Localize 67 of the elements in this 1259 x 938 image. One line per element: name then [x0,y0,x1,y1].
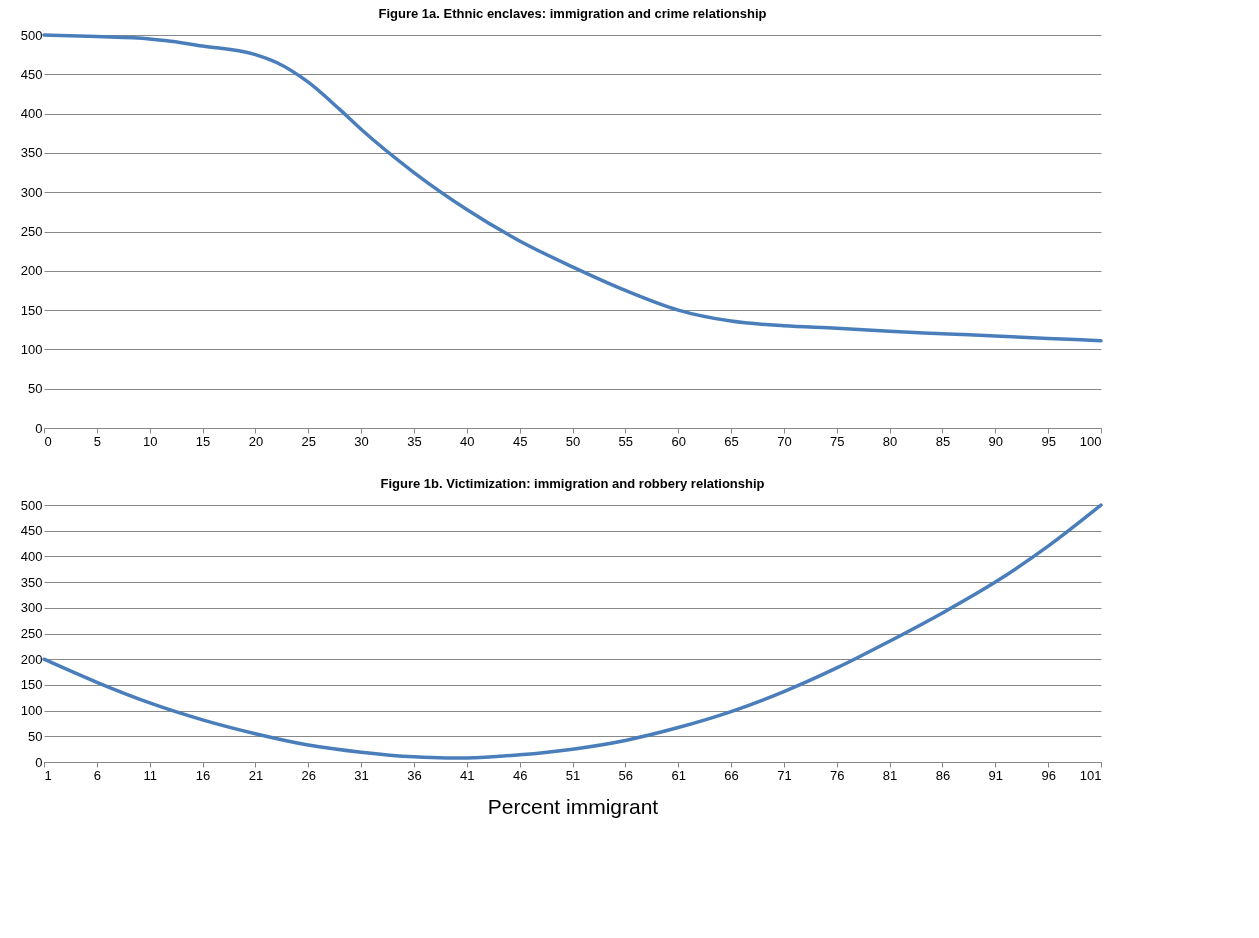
x-tick-label: 90 [988,433,1004,449]
chart-title: Figure 1a. Ethnic enclaves: immigration and crime relationship [378,6,767,21]
x-tick-label: 16 [195,767,211,783]
x-tick-label: 96 [1041,767,1056,783]
x-tick-label: 10 [142,433,158,449]
x-tick-label: 11 [143,767,157,783]
line-series [42,33,1103,343]
x-tick-label: 60 [671,433,686,449]
y-tick-label: 150 [20,677,43,693]
y-tick-label: 450 [20,523,43,539]
y-tick-label: 300 [20,184,43,200]
y-tick-label: 250 [20,224,43,239]
y-tick-label: 400 [20,106,43,122]
x-tick-label: 76 [830,767,845,783]
x-tick-label: 70 [777,433,792,449]
x-tick-label: 56 [618,767,634,783]
y-tick-label: 350 [20,574,43,590]
x-tick-label: 40 [460,433,475,449]
y-tick-label: 0 [35,754,43,770]
chart-title: Figure 1b. Victimization: immigration and robbery relationship [380,476,765,491]
x-tick-label: 101 [1079,767,1102,783]
x-tick-label: 15 [195,433,211,449]
x-tick-label: 1 [44,767,52,783]
x-tick-label: 61 [671,767,686,783]
y-tick-label: 350 [20,145,43,161]
y-tick-label: 200 [20,651,43,667]
x-tick-label: 26 [301,767,316,783]
x-tick-label: 71 [777,767,792,783]
x-tick-label: 75 [830,433,845,449]
y-tick-label: 250 [20,626,43,641]
x-axis-title: Percent immigrant [487,794,659,818]
y-tick-label: 500 [20,27,43,43]
x-tick-label: 65 [724,433,739,449]
y-tick-label: 450 [20,66,43,82]
y-tick-label: 300 [20,600,43,616]
y-tick-label: 500 [20,497,43,513]
y-tick-label: 0 [35,420,43,436]
y-tick-label: 150 [20,302,43,318]
x-tick-label: 86 [935,767,951,783]
x-tick-label: 30 [354,433,369,449]
x-tick-label: 81 [882,767,898,783]
x-tick-label: 31 [354,767,369,783]
y-tick-label: 100 [20,341,43,357]
y-tick-label: 100 [20,703,43,719]
y-tick-label: 50 [28,728,43,744]
x-tick-label: 85 [935,433,951,449]
x-tick-label: 45 [512,433,528,449]
x-tick-label: 100 [1079,433,1102,449]
x-tick-label: 55 [618,433,634,449]
x-tick-label: 95 [1041,433,1056,449]
x-tick-label: 66 [724,767,739,783]
x-tick-label: 46 [512,767,528,783]
x-tick-label: 36 [407,767,422,783]
x-tick-label: 35 [407,433,422,449]
x-tick-label: 20 [248,433,264,449]
x-tick-label: 6 [93,767,101,783]
x-tick-label: 5 [93,433,101,449]
x-tick-label: 80 [882,433,898,449]
x-tick-label: 21 [248,767,264,783]
x-tick-label: 41 [460,767,475,783]
x-tick-label: 91 [988,767,1004,783]
x-tick-label: 50 [565,433,581,449]
x-tick-label: 25 [301,433,316,449]
x-tick-label: 51 [565,767,581,783]
y-tick-label: 200 [20,263,43,279]
y-tick-label: 400 [20,548,43,564]
y-tick-label: 50 [28,381,43,397]
